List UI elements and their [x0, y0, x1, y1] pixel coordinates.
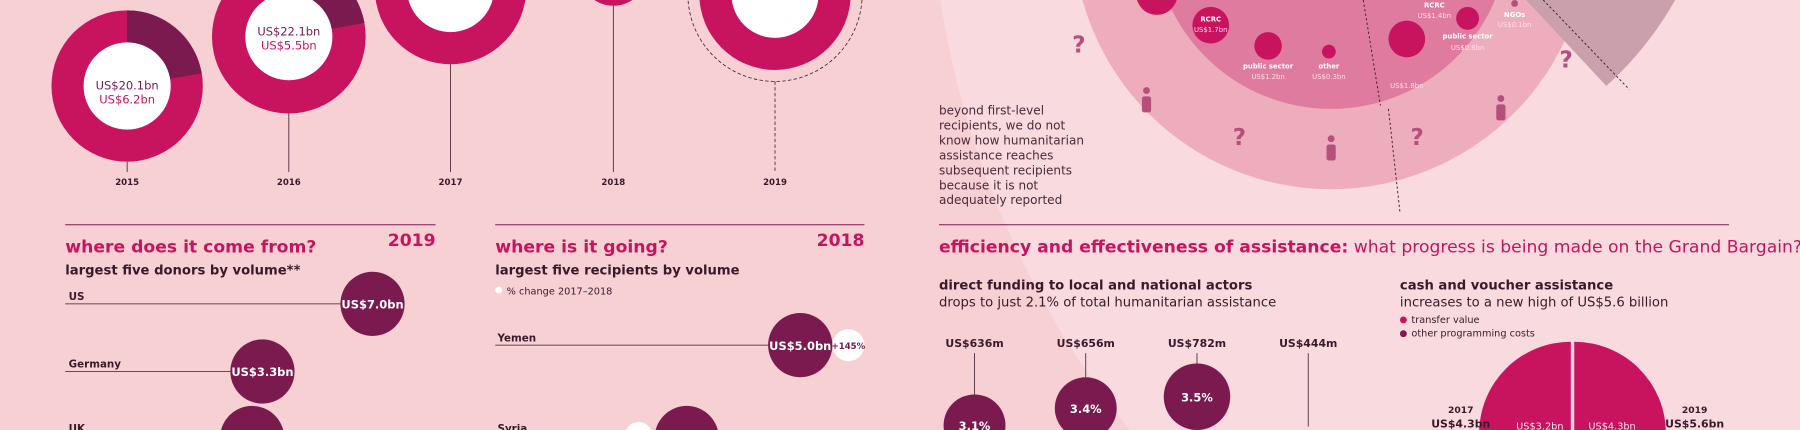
bubble-value: US$3.3bn	[231, 365, 293, 379]
share-bubble	[1054, 377, 1117, 430]
country: Germany	[69, 359, 122, 371]
legend-label: other programming costs	[1411, 329, 1534, 340]
section-subtitle: largest five recipients by volume	[495, 264, 739, 279]
person-icons	[1141, 0, 1519, 161]
year-label: 2016	[277, 178, 301, 188]
cash-total: US$5.6bn	[1665, 417, 1724, 430]
node-value: US$1.2bn	[1251, 73, 1284, 81]
change-bubble	[832, 329, 865, 362]
bubble	[221, 405, 284, 430]
note-line: adequately reported	[939, 193, 1062, 207]
change-value: +145%	[832, 342, 866, 352]
share-label: 3.1%	[959, 419, 991, 430]
node-label: public sector	[1243, 63, 1294, 71]
legend-label: transfer value	[1411, 315, 1479, 326]
dashed-arrows	[1362, 0, 1630, 213]
country: UK	[69, 423, 86, 430]
section-title: where does it come from?	[65, 238, 316, 258]
node	[1137, 0, 1177, 15]
legend-dot	[1399, 316, 1407, 324]
legend-dot	[1399, 330, 1407, 338]
year-label: 2019	[763, 178, 787, 188]
legend-label: % change 2017–2018	[507, 286, 613, 297]
note-line: because it is not	[939, 178, 1038, 192]
note-line: assistance reaches	[939, 148, 1053, 162]
country: Syria	[498, 423, 528, 430]
note-line: recipients, we do not	[939, 119, 1066, 133]
node-value: US$0.8bn	[1451, 44, 1484, 52]
node-label: RCRC	[1200, 15, 1221, 23]
title-bold: efficiency and effectiveness of assistan…	[939, 238, 1348, 258]
note-line: subsequent recipients	[939, 163, 1072, 177]
unknown-marker: ?	[1072, 32, 1085, 58]
node-value: US$0.3bn	[1312, 73, 1345, 81]
node-label: public sector	[1443, 33, 1494, 41]
year-label: 2018	[601, 178, 625, 188]
local-funding: US$636m 3.1% US$656m 3.4% US$782m 3.5% US$444m	[943, 337, 1337, 430]
bubble	[340, 271, 405, 336]
section-year: 2018	[817, 231, 865, 251]
cash-total: US$4.3bn	[1431, 417, 1490, 430]
subsection-subtitle: drops to just 2.1% of total humanitarian…	[939, 296, 1276, 311]
node-value: US$1.4bn	[1418, 12, 1451, 20]
donut-value: US$6.2bn	[99, 92, 155, 106]
donut-value: US$5.5bn	[261, 38, 317, 52]
country: US	[69, 291, 85, 303]
section-year: 2019	[388, 231, 436, 251]
cash-half-2019	[1574, 341, 1666, 430]
share-bubble	[1163, 363, 1231, 430]
node-label: other	[1318, 63, 1340, 71]
section-subtitle: largest five donors by volume**	[65, 264, 300, 279]
cash-half-2017	[1479, 341, 1571, 430]
unknown-marker: ?	[1233, 125, 1246, 151]
node-value: US$1.8bn	[1390, 82, 1423, 90]
timeline	[51, 0, 863, 172]
section-title: where is it going?	[495, 238, 668, 258]
node-value: US$0.1bn	[1498, 21, 1531, 29]
efficiency-title: efficiency and effectiveness of assistan…	[939, 238, 1800, 258]
amount-label: US$656m	[1057, 337, 1115, 350]
node-value: US$1.7bn	[1194, 26, 1227, 34]
bubble-value: US$5.0bn	[769, 339, 831, 353]
cash-year: 2019	[1682, 405, 1707, 416]
share-label: 3.4%	[1070, 402, 1102, 416]
subsection-title: cash and voucher assistance	[1400, 279, 1613, 294]
node	[1456, 6, 1480, 30]
bubble-value: US$7.0bn	[341, 298, 403, 312]
node	[1192, 6, 1230, 44]
node-label: RCRC	[1424, 2, 1445, 10]
node	[1321, 44, 1336, 59]
cash-year: 2017	[1448, 405, 1473, 416]
subsection-title: direct funding to local and national act…	[939, 279, 1252, 294]
year-label: 2015	[115, 178, 139, 188]
bubble	[230, 339, 295, 404]
donut-value: US$20.1bn	[96, 79, 159, 93]
share-label: 3.5%	[1181, 390, 1213, 404]
note-line: know how humanitarian	[939, 134, 1084, 148]
title-rest: what progress is being made on the Grand…	[1348, 238, 1800, 258]
legend-dot	[495, 286, 503, 294]
subsection-subtitle: increases to a new high of US$5.6 billio…	[1400, 296, 1668, 311]
node-label: NGOs	[1504, 11, 1525, 19]
country: Yemen	[497, 332, 537, 344]
cash-inner: US$3.2bn	[1516, 422, 1563, 430]
share-bubble	[943, 394, 1006, 430]
year-label: 2017	[439, 178, 463, 188]
change-bubble	[626, 421, 652, 430]
node	[1388, 20, 1426, 58]
unknown-marker: ?	[1560, 47, 1573, 73]
unknown-marker: ?	[1410, 125, 1423, 151]
bubble	[655, 405, 718, 430]
amount-label: US$444m	[1279, 337, 1337, 350]
donut-value: US$22.1bn	[257, 25, 320, 39]
cash-inner: US$4.3bn	[1588, 422, 1635, 430]
bubble	[768, 313, 833, 378]
amount-label: US$636m	[945, 337, 1003, 350]
amount-label: US$782m	[1168, 337, 1226, 350]
note-line: beyond first-level	[939, 104, 1044, 118]
node	[1254, 32, 1282, 60]
